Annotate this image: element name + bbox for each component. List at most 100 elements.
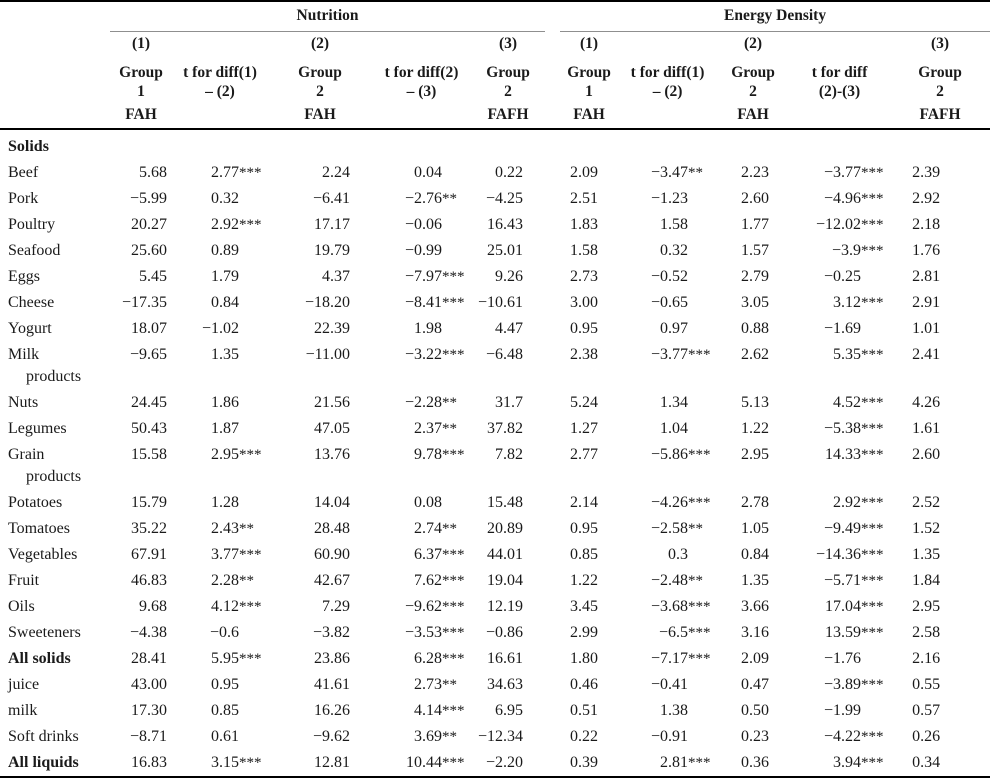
column-gap xyxy=(545,160,560,186)
value-cell: 50.43 xyxy=(131,420,167,437)
significance-stars: *** xyxy=(688,651,711,667)
table-row: Legumes 50.43 1.87 47.05 2.37** 37.82 1.27 1.04… xyxy=(0,416,990,442)
value-cell: 1.58 xyxy=(570,242,599,259)
value-cell: 2.77 xyxy=(570,446,599,463)
t-value: 0.08 xyxy=(414,494,442,511)
col-num-header: (2) xyxy=(310,35,330,53)
t-stat-cell: −3.53*** xyxy=(372,620,471,646)
row-label: Sweeteners xyxy=(8,624,81,641)
t-value: −2.28 xyxy=(404,394,442,411)
t-stat-cell: 13.59*** xyxy=(789,620,890,646)
t-value: −3.77 xyxy=(824,164,862,181)
t-value: 2.95 xyxy=(211,446,239,463)
row-label: Nuts xyxy=(8,394,39,411)
t-stat-cell: −2.48** xyxy=(618,568,717,594)
t-stat-cell: −3.77*** xyxy=(789,160,890,186)
t-stat-cell: 2.92*** xyxy=(172,212,268,238)
value-cell: 1.22 xyxy=(570,572,599,589)
t-value: 2.37 xyxy=(414,420,442,437)
t-value: 1.35 xyxy=(211,346,239,363)
t-value: 17.04 xyxy=(825,598,862,615)
col-name-header: t for diff(2) – (3) xyxy=(384,64,459,100)
value-cell: 15.58 xyxy=(131,446,167,463)
column-gap xyxy=(545,724,560,750)
row-label: Solids xyxy=(8,138,49,155)
t-stat-cell: 4.12*** xyxy=(172,594,268,620)
value-cell: 0.57 xyxy=(912,702,941,719)
t-value: −3.9 xyxy=(832,242,862,259)
significance-stars: *** xyxy=(861,573,884,589)
value-cell: 14.04 xyxy=(314,494,350,511)
group-gap xyxy=(545,57,560,101)
t-stat-cell: −5.86*** xyxy=(618,442,717,490)
value-cell: 24.45 xyxy=(131,394,167,411)
t-stat-cell: −7.17*** xyxy=(618,646,717,672)
table-row: Poultry 20.27 2.92*** 17.17 −0.06 16.43 1.83 1.… xyxy=(0,212,990,238)
table-row: Yogurt 18.07 −1.02 22.39 1.98 4.47 0.95 0.97 0.8… xyxy=(0,316,990,342)
t-stat-cell: −5.38*** xyxy=(789,416,890,442)
value-cell: 3.66 xyxy=(741,598,770,615)
t-stat-cell: 1.86 xyxy=(172,390,268,416)
t-stat-cell: 0.32 xyxy=(618,238,717,264)
t-value: −3.53 xyxy=(404,624,442,641)
value-cell: 15.79 xyxy=(131,494,167,511)
t-stat-cell: −12.02*** xyxy=(789,212,890,238)
row-label-line2: products xyxy=(26,368,82,385)
row-label: Seafood xyxy=(8,242,61,259)
value-cell: 2.95 xyxy=(912,598,941,615)
value-cell: −10.61 xyxy=(478,294,524,311)
value-cell: 3.45 xyxy=(570,598,599,615)
t-stat-cell: 1.34 xyxy=(618,390,717,416)
t-stat-cell: −1.99 xyxy=(789,698,890,724)
value-cell: −9.62 xyxy=(312,728,350,745)
value-cell: 0.95 xyxy=(570,320,599,337)
significance-stars: *** xyxy=(442,625,465,641)
column-gap xyxy=(545,238,560,264)
value-cell: 0.36 xyxy=(741,754,770,771)
t-stat-cell: 9.78*** xyxy=(372,442,471,490)
column-gap xyxy=(545,750,560,777)
value-cell: 2.38 xyxy=(570,346,599,363)
t-stat-cell: 2.95*** xyxy=(172,442,268,490)
table-body: Solids Beef 5.68 2.77*** 2.24 0.04 0.22 2.09 −3.… xyxy=(0,129,990,777)
column-gap xyxy=(545,290,560,316)
significance-stars: *** xyxy=(688,447,711,463)
column-name-row: Group 1 t for diff(1) – (2) Group 2 t for d… xyxy=(0,57,990,101)
t-value: −0.25 xyxy=(824,268,862,285)
table-row: Oils 9.68 4.12*** 7.29 −9.62*** 12.19 3.45 −3.6… xyxy=(0,594,990,620)
value-cell: 20.89 xyxy=(487,520,524,537)
t-stat-cell: 2.81*** xyxy=(618,750,717,777)
col-num-header xyxy=(789,31,890,57)
column-gap xyxy=(545,264,560,290)
t-value: 1.28 xyxy=(211,494,239,511)
t-value: 1.86 xyxy=(211,394,239,411)
significance-stars: *** xyxy=(861,599,884,615)
row-label: All solids xyxy=(8,650,71,667)
value-cell: 46.83 xyxy=(131,572,167,589)
significance-stars: ** xyxy=(442,677,457,693)
t-value: −2.58 xyxy=(651,520,689,537)
value-cell: 0.85 xyxy=(570,546,599,563)
value-cell: 35.22 xyxy=(131,520,167,537)
corner-cell xyxy=(0,101,110,130)
significance-stars: *** xyxy=(861,191,884,207)
value-cell: 9.68 xyxy=(139,598,167,615)
t-value: 2.92 xyxy=(833,494,862,511)
value-cell: −2.20 xyxy=(486,754,524,771)
value-cell: 19.79 xyxy=(314,242,350,259)
t-stat-cell: 0.04 xyxy=(372,160,471,186)
significance-stars: ** xyxy=(442,191,457,207)
table-row: Cheese −17.35 0.84 −18.20 −8.41*** −10.61 3.00… xyxy=(0,290,990,316)
t-stat-cell: 1.38 xyxy=(618,698,717,724)
t-value: 13.59 xyxy=(825,624,862,641)
significance-stars: *** xyxy=(688,495,711,511)
value-cell: 9.26 xyxy=(495,268,524,285)
t-stat-cell: −5.71*** xyxy=(789,568,890,594)
col-sub-header xyxy=(618,101,718,130)
t-stat-cell: 6.37*** xyxy=(372,542,471,568)
group-gap xyxy=(545,101,561,130)
t-value: −0.6 xyxy=(209,624,239,641)
significance-stars: ** xyxy=(688,165,704,181)
t-stat-cell: 2.43** xyxy=(172,516,268,542)
